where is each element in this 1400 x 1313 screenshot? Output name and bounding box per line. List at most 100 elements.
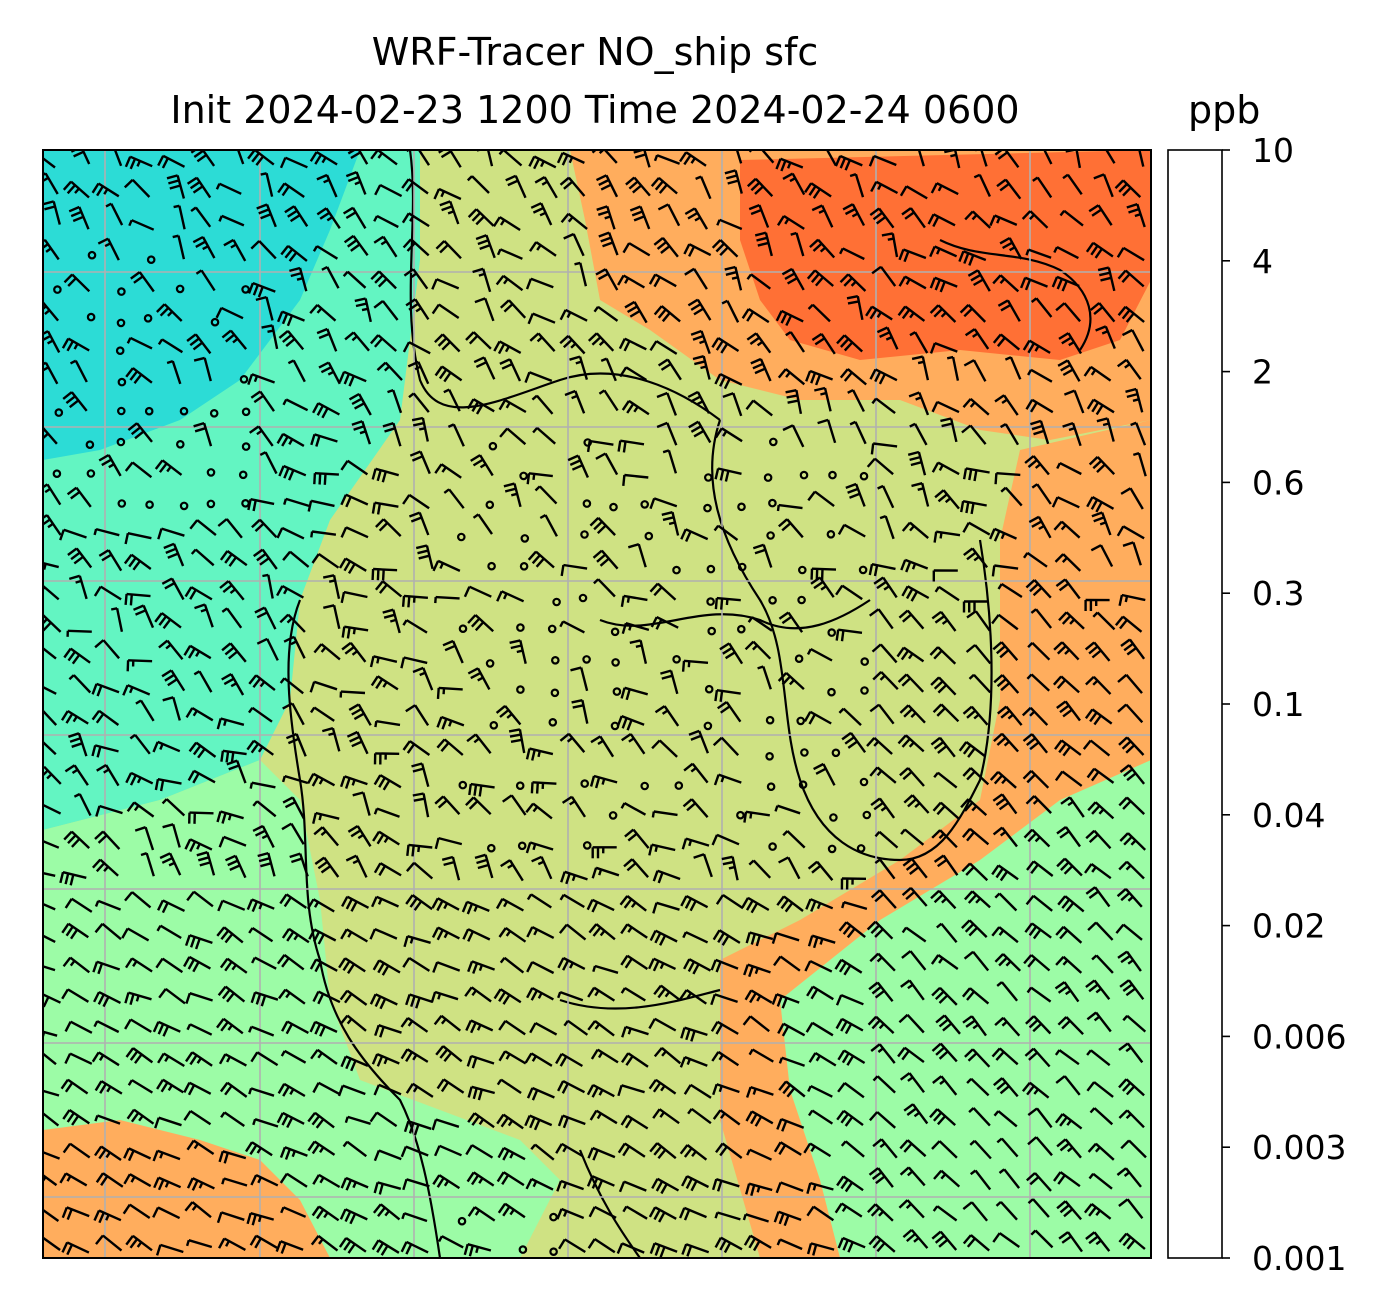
wind-barb — [867, 1203, 894, 1222]
wind-barb — [43, 709, 58, 726]
wind-barb — [342, 1140, 368, 1158]
wind-barb — [495, 897, 524, 912]
wind-barb — [279, 1146, 308, 1160]
wind-barb — [1056, 1138, 1082, 1159]
calm-wind-circle — [611, 658, 620, 667]
wind-barb — [113, 150, 123, 167]
calm-wind-circle — [608, 811, 618, 820]
wind-barb — [473, 356, 496, 380]
wind-barb — [431, 897, 460, 912]
wind-barb — [277, 1082, 306, 1098]
wind-barb — [63, 647, 91, 665]
wind-barb — [774, 804, 801, 815]
wind-barb — [339, 1208, 368, 1225]
wind-barb — [316, 173, 338, 198]
wind-barb — [909, 422, 928, 446]
wind-barb — [687, 390, 711, 414]
wind-barb — [279, 1172, 308, 1188]
wind-barb — [62, 1109, 90, 1126]
wind-barb — [898, 1199, 925, 1219]
wind-barb — [929, 245, 958, 258]
wind-barb — [722, 392, 743, 417]
wind-barb — [186, 1023, 213, 1036]
calm-wind-circle — [209, 408, 219, 418]
wind-barb — [495, 274, 524, 292]
wind-barb — [434, 365, 463, 383]
wind-barb — [373, 1149, 402, 1162]
wind-barb — [249, 425, 274, 447]
wind-barb — [309, 303, 337, 322]
wind-barb — [805, 1021, 834, 1037]
wind-barb — [899, 1072, 925, 1094]
wind-barb — [714, 1236, 743, 1254]
wind-barb — [807, 934, 836, 949]
wind-barb — [1027, 642, 1051, 661]
wind-barb — [248, 1087, 275, 1097]
wind-barb — [1051, 275, 1080, 292]
wind-barb — [754, 231, 773, 257]
wind-barb — [810, 567, 837, 581]
wind-barb — [466, 733, 492, 755]
wind-barb — [276, 584, 304, 599]
wind-barb — [975, 150, 988, 167]
wind-barb — [994, 892, 1018, 912]
wind-barb — [869, 703, 895, 725]
wind-barb — [154, 459, 183, 476]
calm-wind-circle — [486, 843, 496, 853]
wind-barb — [1121, 328, 1145, 352]
wind-barb — [1117, 305, 1145, 323]
wind-barb — [897, 734, 925, 753]
wind-barb — [679, 989, 707, 1005]
wind-barb — [899, 704, 926, 724]
wind-barb — [341, 895, 370, 912]
calm-wind-circle — [582, 841, 592, 850]
wind-barb — [93, 585, 122, 601]
wind-barb — [310, 1234, 339, 1252]
wind-barb — [310, 1048, 338, 1065]
wind-barb — [1054, 1113, 1083, 1130]
wind-barb — [680, 1026, 708, 1042]
wind-barb — [275, 1240, 304, 1254]
wind-barb — [656, 421, 678, 446]
calm-wind-circle — [117, 499, 127, 508]
wind-barb — [1053, 641, 1080, 661]
wind-barb — [907, 450, 927, 476]
wind-barb — [93, 527, 120, 537]
wind-barb — [1085, 1231, 1111, 1252]
wind-barb — [617, 274, 645, 289]
wind-barb — [338, 1237, 367, 1254]
wind-barb — [262, 573, 274, 599]
wind-barb — [434, 463, 462, 479]
wind-barb — [499, 427, 527, 446]
wind-barb — [163, 542, 185, 567]
wind-barb — [567, 454, 589, 478]
wind-barb — [835, 584, 863, 601]
wind-barb — [715, 1142, 743, 1159]
wind-barb — [961, 424, 987, 445]
wind-barb — [59, 1172, 88, 1187]
wind-barb — [216, 1211, 245, 1224]
calm-wind-circle — [644, 531, 654, 541]
wind-barb — [312, 811, 340, 824]
calm-wind-circle — [858, 565, 868, 575]
wind-barb — [157, 1052, 185, 1068]
wind-barb — [690, 329, 711, 355]
wind-barb — [621, 733, 646, 755]
wind-barb — [1083, 1203, 1112, 1220]
wind-barb — [467, 667, 491, 690]
wind-barb — [123, 1173, 152, 1188]
wind-barb — [98, 549, 123, 572]
wind-barb — [1118, 860, 1145, 880]
wind-barb — [996, 178, 1022, 200]
wind-barb — [714, 689, 741, 702]
wind-barb — [219, 1081, 248, 1098]
calm-wind-circle — [582, 499, 592, 508]
wind-barb — [1085, 241, 1114, 259]
wind-barb — [1055, 302, 1082, 323]
wind-barb — [219, 580, 245, 601]
wind-barb — [989, 214, 1018, 227]
wind-barb — [868, 608, 894, 630]
calm-wind-circle — [87, 250, 97, 260]
wind-barb — [371, 467, 400, 483]
wind-barb — [1085, 829, 1112, 850]
